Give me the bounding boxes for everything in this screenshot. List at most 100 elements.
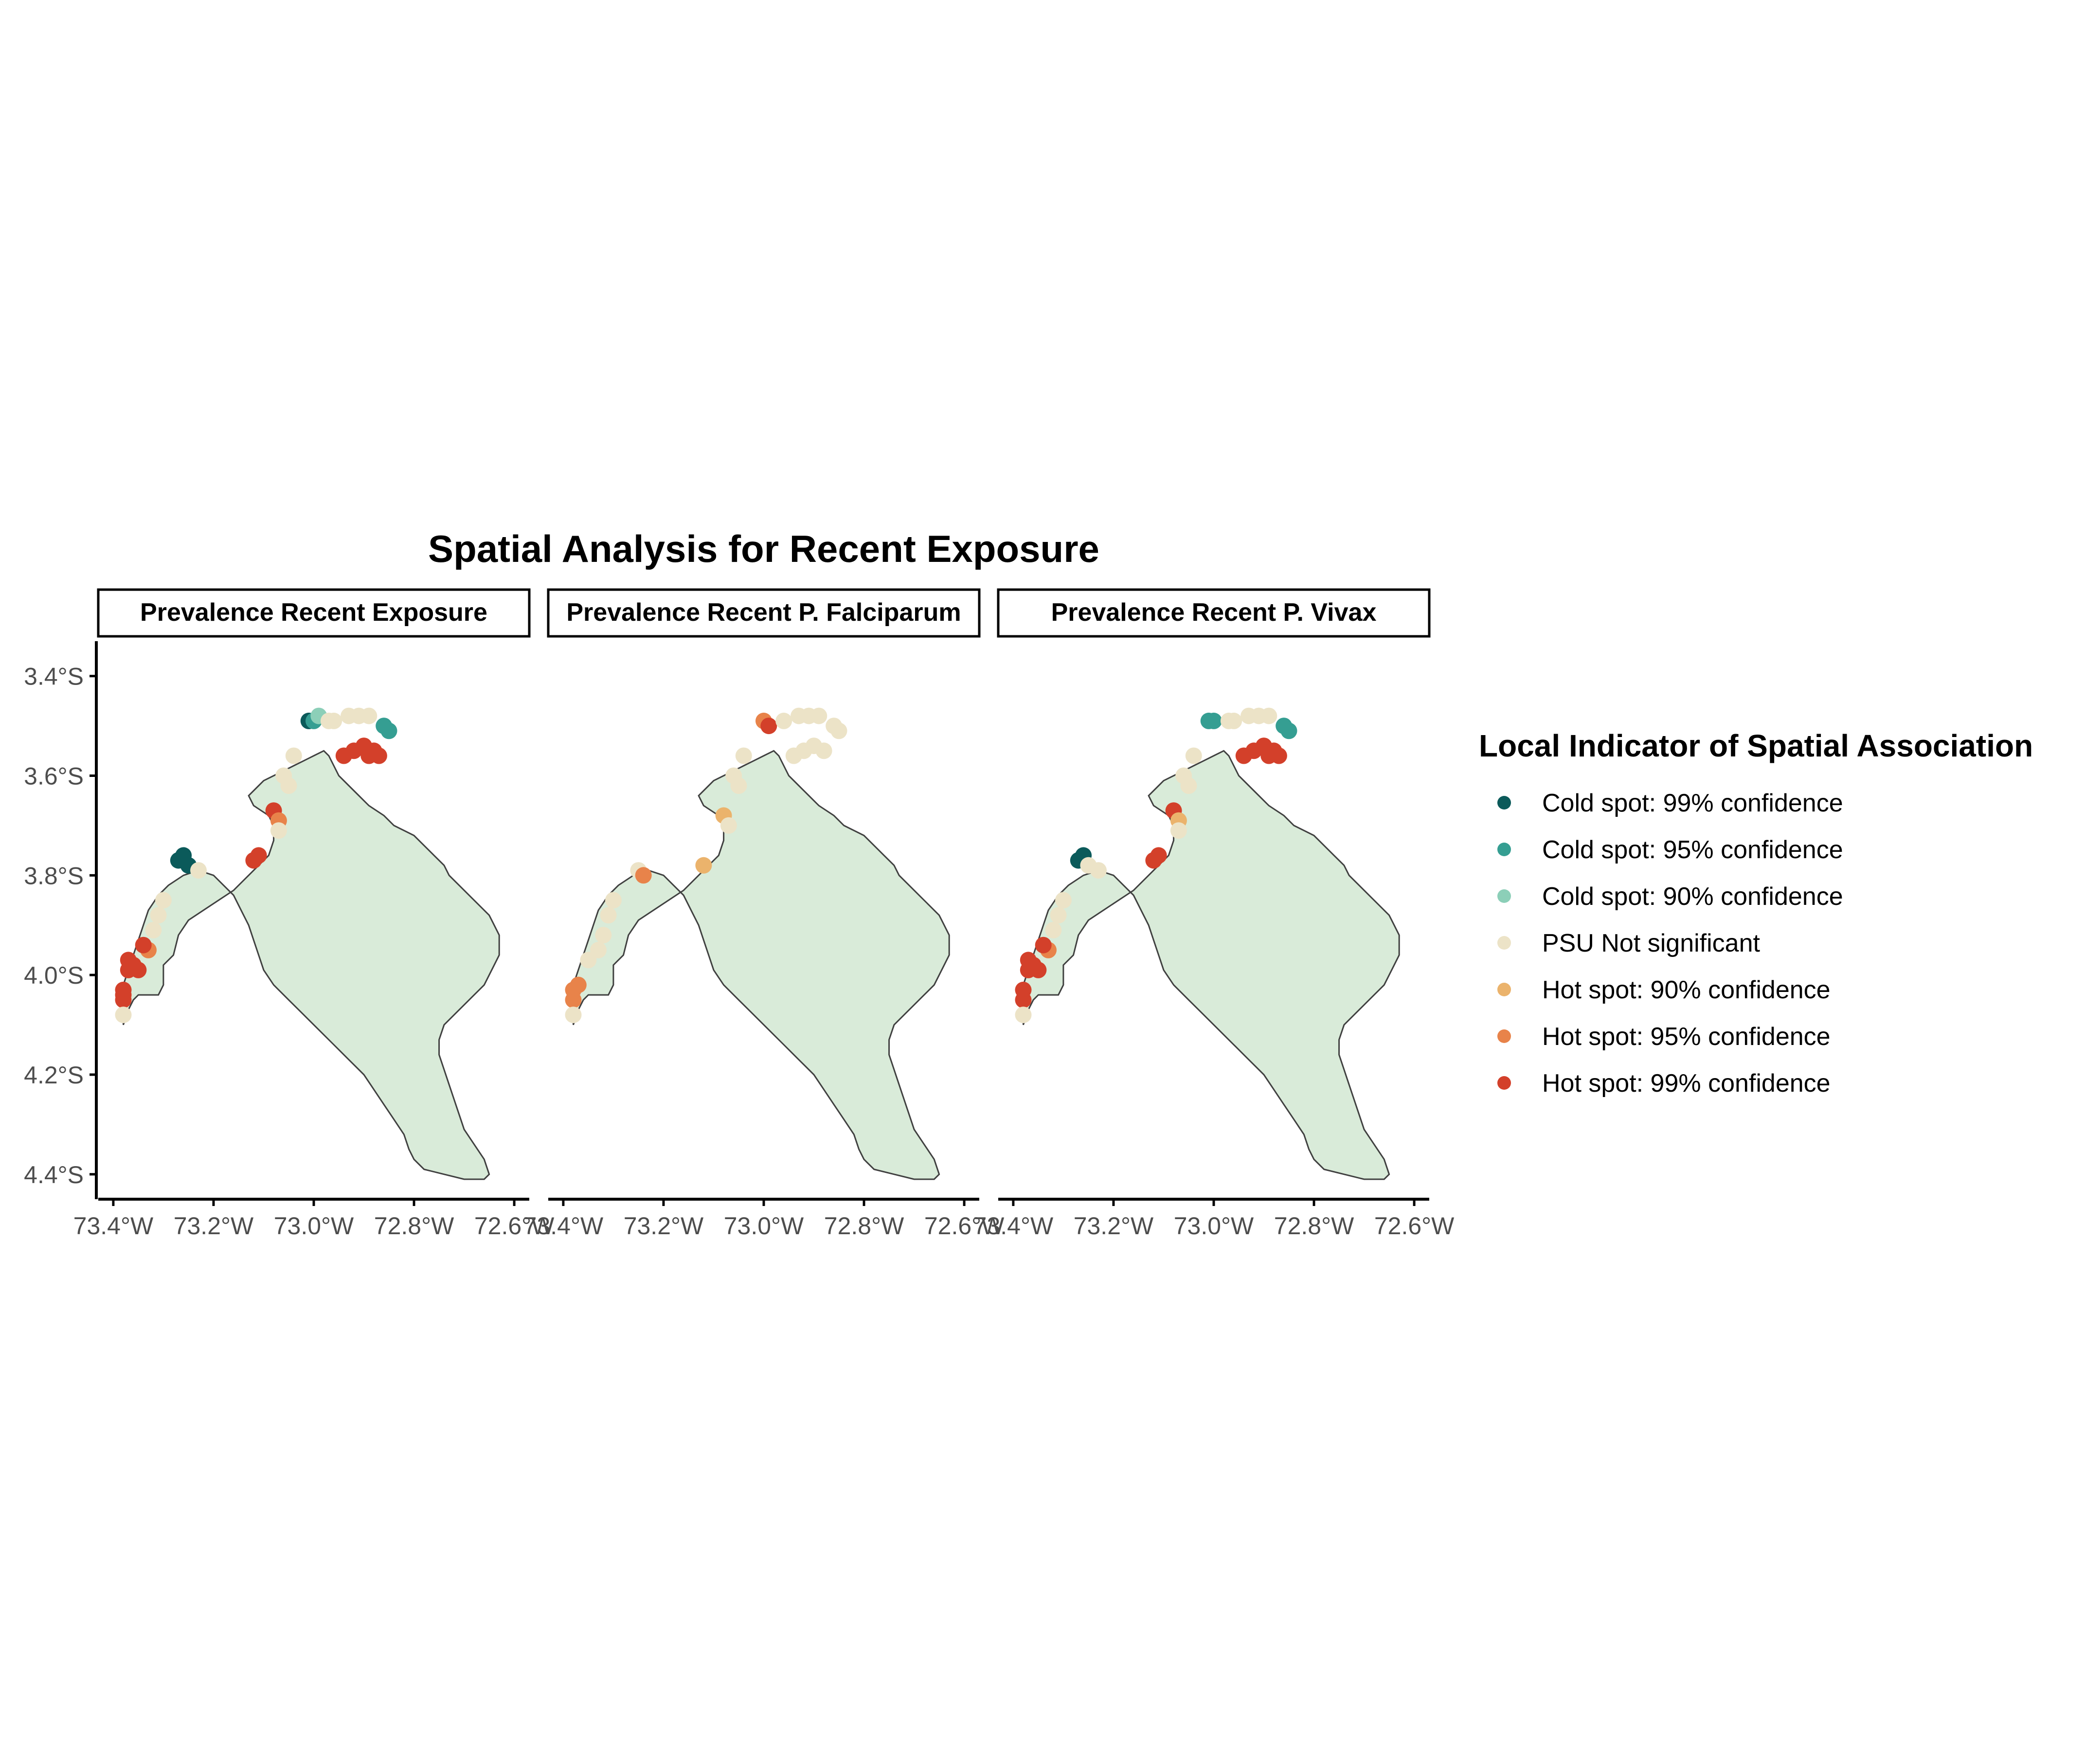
region-polygon [573,750,950,1180]
psu-point-ns [155,892,172,909]
psu-point-ns [1180,777,1197,794]
psu-point-hot99 [130,961,147,978]
psu-point-hot90 [695,857,712,874]
psu-point-cold95 [1280,722,1297,739]
x-tick-label: 73.4°W [523,1212,604,1240]
legend-key-hot99 [1497,1076,1511,1090]
psu-point-ns [360,707,377,724]
psu-point-ns [1090,862,1107,879]
psu-point-ns [150,907,167,924]
legend-label-hot90: Hot spot: 90% confidence [1542,976,1831,1004]
legend-label-cold99: Cold spot: 99% confidence [1542,789,1843,817]
psu-point-ns [775,712,792,729]
x-tick-label: 72.6°W [474,1212,555,1240]
x-tick-label: 73.0°W [1174,1212,1254,1240]
psu-point-hot99 [1020,952,1037,969]
legend-label-hot95: Hot spot: 95% confidence [1542,1023,1831,1051]
psu-point-ns [270,822,287,839]
legend-key-hot95 [1497,1029,1511,1043]
y-tick-label: 4.0°S [24,962,84,989]
psu-point-ns [190,862,207,879]
psu-point-ns [1260,707,1277,724]
x-tick-label: 72.6°W [924,1212,1005,1240]
panel-recent-p-falciparum: Prevalence Recent P. Falciparum [547,588,981,1180]
psu-point-hot99 [135,936,152,954]
psu-point-hot95 [565,991,582,1008]
panel-recent-exposure: Prevalence Recent Exposure [97,588,531,1180]
legend-label-cold90: Cold spot: 90% confidence [1542,882,1843,911]
y-axis: 3.4°S 3.6°S 3.8°S 4.0°S 4.2°S 4.4°S [24,641,98,1199]
psu-point-ns [590,941,607,958]
y-tick-label: 3.6°S [24,763,84,790]
legend-label-hot99: Hot spot: 99% confidence [1542,1069,1831,1098]
panel-strip-box [97,588,531,638]
psu-point-ns [580,952,597,969]
panel-strip-label: Prevalence Recent P. Falciparum [566,598,961,627]
y-tick-label: 3.8°S [24,862,84,889]
psu-point-ns [735,747,752,764]
panel-recent-p-vivax: Prevalence Recent P. Vivax [997,588,1431,1180]
psu-point-ns [115,1007,132,1024]
x-tick-label: 73.2°W [174,1212,254,1240]
panel-strip-label: Prevalence Recent P. Vivax [1051,598,1377,627]
psu-point-ns [810,707,827,724]
psu-point-ns [285,747,302,764]
psu-point-hot99 [1030,961,1047,978]
legend-key-cold99 [1497,796,1511,810]
y-tick-label: 4.2°S [24,1062,84,1089]
psu-point-hot95 [635,867,652,884]
psu-point-cold95 [1205,712,1222,729]
psu-point-ns [1015,1007,1032,1024]
legend-key-hot90 [1497,983,1511,996]
x-tick-label: 73.2°W [624,1212,704,1240]
psu-point-ns [605,892,622,909]
legend: Local Indicator of Spatial Association C… [1479,728,2033,1098]
x-tick-label: 73.0°W [274,1212,354,1240]
psu-point-hot99 [1150,847,1167,864]
legend-label-ns: PSU Not significant [1542,929,1761,957]
region-polygon [123,750,500,1180]
psu-point-ns [145,922,162,938]
psu-point-ns [1170,822,1187,839]
x-axes: 73.4°W 73.2°W 73.0°W 72.8°W 72.6°W73.4°W 73.2… [73,1198,1455,1240]
region-polygon [1023,750,1400,1180]
psu-point-hot99 [115,987,132,1004]
psu-point-hot99 [360,747,377,764]
psu-point-ns [600,907,617,924]
psu-point-hot99 [120,952,137,969]
psu-point-ns [815,742,832,759]
psu-point-ns [730,777,747,794]
panel-strip-box [997,588,1431,638]
psu-point-hot99 [1260,747,1277,764]
figure-title: Spatial Analysis for Recent Exposure [428,527,1099,570]
psu-point-ns [595,927,612,944]
psu-point-hot99 [1015,991,1032,1008]
psu-point-cold95 [380,722,397,739]
psu-point-hot95 [570,976,587,993]
panel-strip-label: Prevalence Recent Exposure [140,598,487,627]
legend-title: Local Indicator of Spatial Association [1479,728,2033,763]
psu-point-ns [1220,712,1237,729]
psu-point-ns [830,722,847,739]
x-tick-label: 73.0°W [724,1212,804,1240]
legend-key-cold90 [1497,889,1511,903]
psu-point-ns [1055,892,1072,909]
legend-key-ns [1497,936,1511,950]
y-tick-label: 3.4°S [24,663,84,690]
psu-point-hot99 [760,718,777,735]
psu-point-ns [1050,907,1067,924]
psu-point-ns [565,1007,582,1024]
psu-point-ns [280,777,297,794]
psu-point-hot99 [250,847,267,864]
x-tick-label: 72.6°W [1374,1212,1455,1240]
psu-point-ns [1045,922,1062,938]
panel-strip-box [547,588,981,638]
psu-point-ns [320,712,337,729]
x-tick-label: 73.4°W [73,1212,154,1240]
x-tick-label: 72.8°W [374,1212,454,1240]
x-tick-label: 72.8°W [1274,1212,1354,1240]
x-tick-label: 73.2°W [1074,1212,1154,1240]
psu-point-ns [720,817,737,834]
psu-point-ns [1185,747,1202,764]
